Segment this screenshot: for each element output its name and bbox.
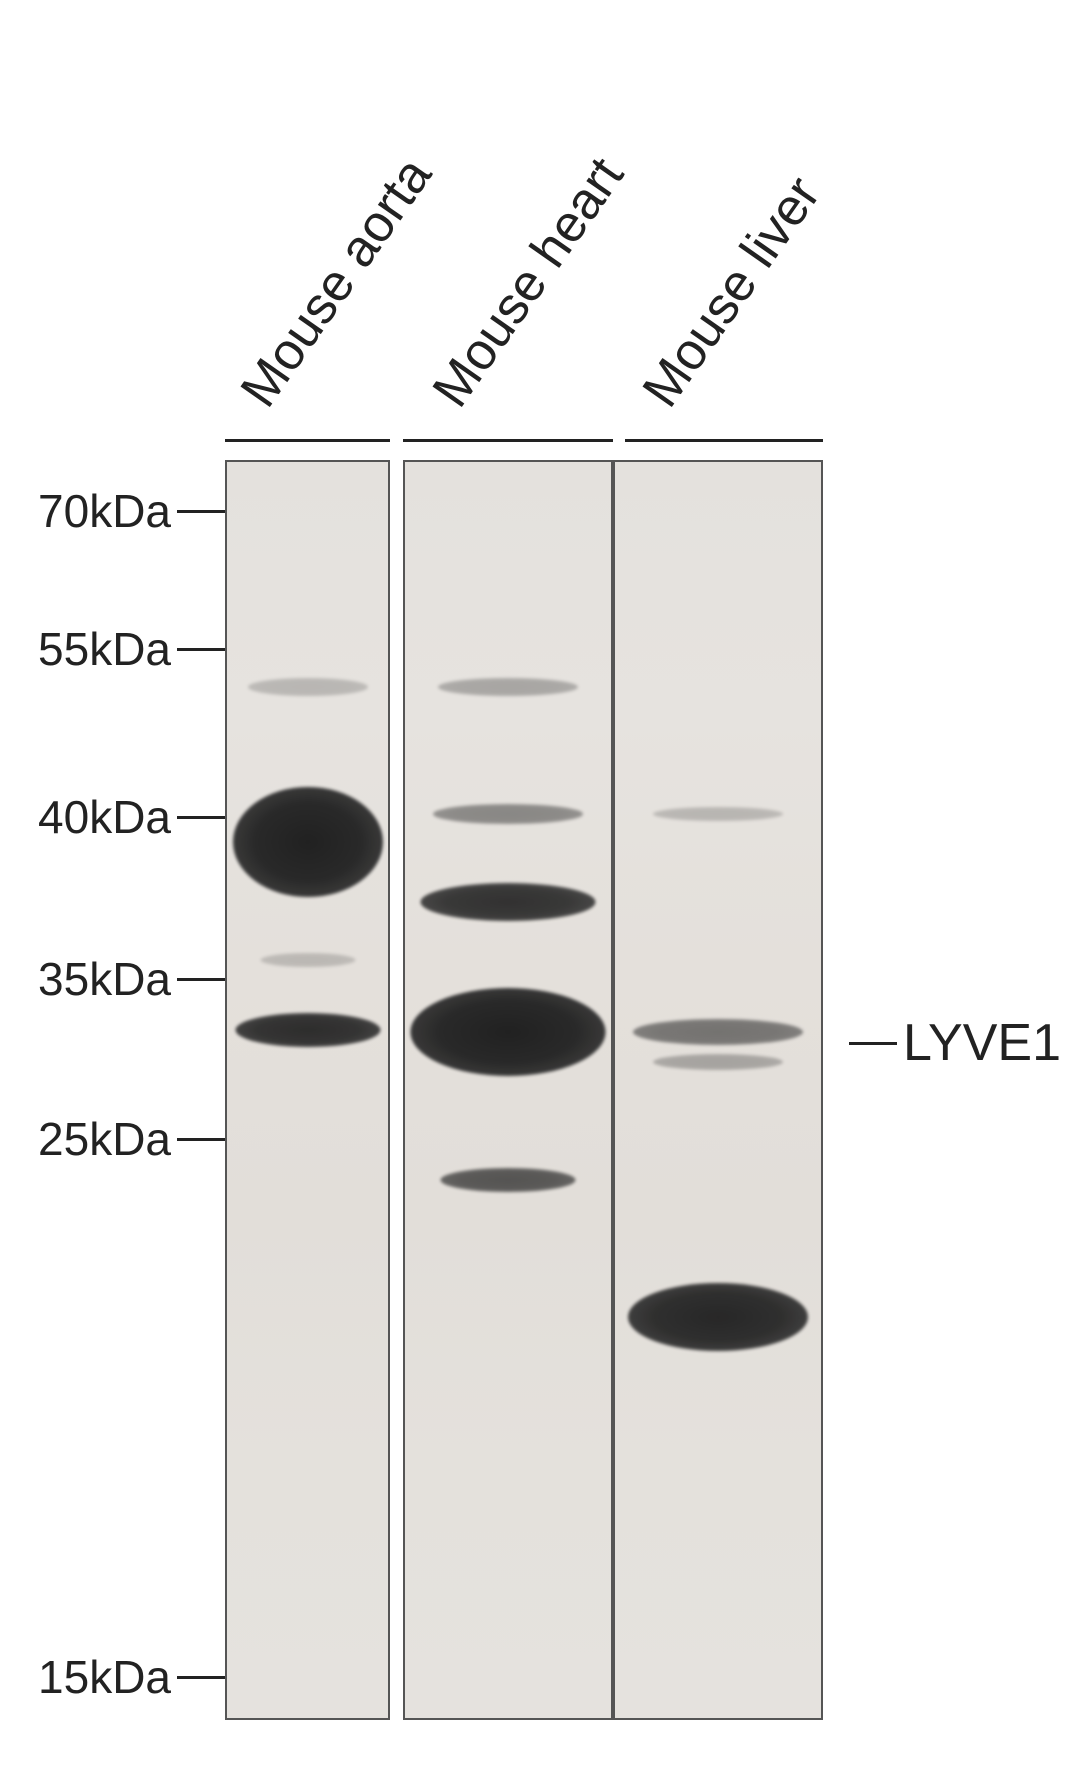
protein-band (628, 1283, 808, 1351)
lane-label: Mouse liver (631, 166, 833, 418)
protein-band (433, 804, 583, 824)
protein-band (421, 883, 596, 921)
lane-labels-group: Mouse aortaMouse heartMouse liver (225, 0, 845, 460)
mw-tick (177, 1676, 225, 1679)
target-protein-label: LYVE1 (849, 1013, 1061, 1073)
protein-band (653, 1054, 783, 1070)
mw-marker-text: 25kDa (38, 1112, 171, 1166)
lane-underline (625, 439, 823, 442)
lane-underline (403, 439, 613, 442)
mw-tick (177, 648, 225, 651)
mw-marker: 70kDa (38, 484, 225, 538)
lane-underline (225, 439, 390, 442)
protein-band (441, 1168, 576, 1192)
protein-band (438, 678, 578, 696)
mw-marker: 15kDa (38, 1650, 225, 1704)
mw-tick (177, 978, 225, 981)
mw-marker: 40kDa (38, 790, 225, 844)
lane-label: Mouse aorta (229, 147, 444, 418)
protein-band (260, 953, 355, 967)
mw-tick (177, 1138, 225, 1141)
mw-ladder: 70kDa 55kDa 40kDa 35kDa 25kDa 15kDa (0, 460, 225, 1720)
protein-band (235, 1013, 380, 1047)
mw-tick (177, 510, 225, 513)
mw-marker-text: 15kDa (38, 1650, 171, 1704)
target-tick (849, 1042, 897, 1045)
protein-band (233, 787, 383, 897)
protein-band (653, 807, 783, 821)
lane-background (405, 462, 611, 1718)
mw-marker: 55kDa (38, 622, 225, 676)
mw-marker: 25kDa (38, 1112, 225, 1166)
mw-marker-text: 70kDa (38, 484, 171, 538)
lane-background (615, 462, 821, 1718)
mw-marker-text: 40kDa (38, 790, 171, 844)
target-protein-text: LYVE1 (903, 1013, 1061, 1073)
lane (225, 460, 390, 1720)
mw-tick (177, 816, 225, 819)
lane-background (227, 462, 388, 1718)
blot-membrane (225, 460, 845, 1720)
protein-band (411, 988, 606, 1076)
lane-label: Mouse heart (421, 147, 636, 418)
protein-band (248, 678, 368, 696)
lane (613, 460, 823, 1720)
mw-marker-text: 35kDa (38, 952, 171, 1006)
protein-band (633, 1019, 803, 1045)
mw-marker: 35kDa (38, 952, 225, 1006)
lane (403, 460, 613, 1720)
mw-marker-text: 55kDa (38, 622, 171, 676)
